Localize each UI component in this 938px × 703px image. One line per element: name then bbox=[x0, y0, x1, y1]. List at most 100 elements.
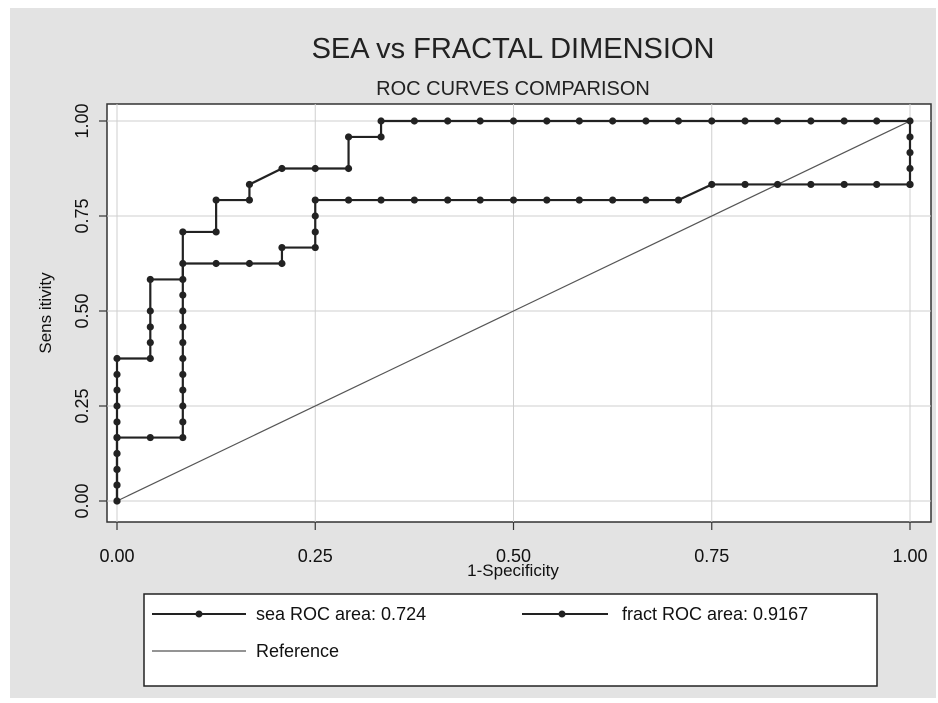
fract-roc-point bbox=[113, 433, 121, 442]
fract-roc-point bbox=[741, 117, 749, 125]
legend-reference-label: Reference bbox=[256, 641, 339, 661]
fract-roc-point bbox=[146, 338, 154, 347]
sea-roc-point bbox=[179, 338, 187, 347]
fract-roc-point bbox=[509, 117, 518, 125]
fract-roc-point bbox=[146, 307, 154, 315]
fract-roc-point bbox=[344, 164, 353, 173]
y-tick-label: 0.50 bbox=[72, 293, 92, 328]
fract-roc-point bbox=[906, 164, 914, 173]
chart-frame: SEA vs FRACTAL DIMENSION ROC CURVES COMP… bbox=[10, 8, 936, 698]
legend-box bbox=[143, 593, 878, 687]
fract-roc-point bbox=[575, 117, 583, 125]
sea-roc-point bbox=[311, 243, 319, 252]
sea-roc-point bbox=[179, 386, 187, 394]
fract-roc-point bbox=[609, 117, 617, 125]
fract-roc-point bbox=[113, 370, 121, 379]
fract-roc-point bbox=[773, 117, 782, 125]
y-tick-label: 0.75 bbox=[72, 198, 92, 233]
fract-roc-point bbox=[113, 497, 121, 505]
sea-roc-point bbox=[179, 307, 187, 315]
sea-roc-point bbox=[344, 196, 353, 204]
sea-roc-point bbox=[245, 259, 254, 268]
sea-roc-point bbox=[311, 228, 319, 236]
fract-roc-point bbox=[113, 386, 121, 394]
sea-roc-point bbox=[575, 196, 583, 204]
fract-roc-point bbox=[444, 117, 452, 125]
fract-roc-point bbox=[906, 180, 914, 189]
sea-roc-point bbox=[146, 433, 154, 442]
fract-roc-point bbox=[906, 148, 914, 157]
fract-roc-point bbox=[146, 275, 154, 284]
legend-sea-label: sea ROC area: 0.724 bbox=[256, 604, 426, 624]
sea-roc-point bbox=[179, 418, 187, 426]
x-tick-label: 1.00 bbox=[892, 546, 927, 566]
sea-roc-point bbox=[543, 196, 551, 204]
sea-roc-point bbox=[311, 196, 319, 204]
chart-title: SEA vs FRACTAL DIMENSION bbox=[312, 33, 715, 65]
sea-roc-point bbox=[179, 291, 187, 299]
fract-roc-point bbox=[113, 402, 121, 410]
x-axis-label: 1-Specificity bbox=[467, 561, 559, 580]
fract-roc-point bbox=[906, 133, 914, 141]
legend: sea ROC area: 0.724 fract ROC area: 0.91… bbox=[143, 593, 878, 687]
sea-roc-point bbox=[741, 180, 749, 189]
x-tick-label: 0.25 bbox=[298, 546, 333, 566]
sea-roc-point bbox=[377, 196, 385, 204]
fract-roc-point bbox=[708, 117, 716, 125]
legend-sea-marker bbox=[195, 610, 203, 618]
fract-roc-point bbox=[245, 180, 254, 189]
fract-roc-point bbox=[113, 418, 121, 426]
sea-roc-point bbox=[509, 196, 518, 204]
fract-roc-point bbox=[179, 228, 187, 236]
fract-roc-point bbox=[906, 117, 914, 125]
roc-chart: SEA vs FRACTAL DIMENSION ROC CURVES COMP… bbox=[36, 33, 932, 687]
y-axis: 0.00 0.25 0.50 0.75 1.00 bbox=[72, 103, 107, 519]
legend-fract-label: fract ROC area: 0.9167 bbox=[622, 604, 808, 624]
fract-roc-point bbox=[245, 196, 254, 204]
x-tick-label: 0.75 bbox=[694, 546, 729, 566]
fract-roc-point bbox=[212, 228, 220, 236]
x-tick-label: 0.50 bbox=[496, 546, 531, 566]
sea-roc-point bbox=[278, 243, 286, 252]
sea-roc-point bbox=[278, 259, 286, 268]
fract-roc-point bbox=[278, 164, 286, 173]
fract-roc-point bbox=[146, 354, 154, 363]
fract-roc-point bbox=[212, 196, 220, 204]
fract-roc-point bbox=[113, 449, 121, 458]
x-tick-label: 0.00 bbox=[99, 546, 134, 566]
fract-roc-point bbox=[146, 323, 154, 331]
sea-roc-point bbox=[642, 196, 650, 204]
fract-roc-point bbox=[344, 133, 353, 141]
sea-roc-point bbox=[311, 212, 319, 220]
chart-subtitle: ROC CURVES COMPARISON bbox=[376, 78, 650, 100]
sea-roc-point bbox=[773, 180, 782, 189]
sea-roc-point bbox=[179, 354, 187, 363]
sea-roc-point bbox=[476, 196, 484, 204]
fract-roc-point bbox=[113, 465, 121, 474]
fract-roc-point bbox=[113, 354, 121, 363]
y-tick-label: 1.00 bbox=[72, 103, 92, 138]
sea-roc-point bbox=[444, 196, 452, 204]
y-tick-label: 0.25 bbox=[72, 388, 92, 423]
sea-roc-point bbox=[179, 433, 187, 442]
plot-area bbox=[106, 103, 932, 523]
sea-roc-point bbox=[410, 196, 418, 204]
y-tick-label: 0.00 bbox=[72, 483, 92, 518]
sea-roc-point bbox=[179, 370, 187, 379]
fract-roc-point bbox=[543, 117, 551, 125]
fract-roc-point bbox=[840, 117, 848, 125]
sea-roc-point bbox=[212, 259, 220, 268]
fract-roc-point bbox=[642, 117, 650, 125]
series-layer bbox=[113, 117, 914, 505]
fract-roc-point bbox=[807, 117, 815, 125]
fract-roc-point bbox=[179, 275, 187, 284]
sea-roc-point bbox=[609, 196, 617, 204]
sea-roc-point bbox=[179, 323, 187, 331]
fract-roc-point bbox=[113, 481, 121, 489]
sea-roc-point bbox=[873, 180, 881, 189]
sea-roc-point bbox=[807, 180, 815, 189]
sea-roc-point bbox=[840, 180, 848, 189]
y-axis-label: Sens itivity bbox=[36, 272, 55, 354]
fract-roc-point bbox=[311, 164, 319, 173]
fract-roc-point bbox=[410, 117, 418, 125]
